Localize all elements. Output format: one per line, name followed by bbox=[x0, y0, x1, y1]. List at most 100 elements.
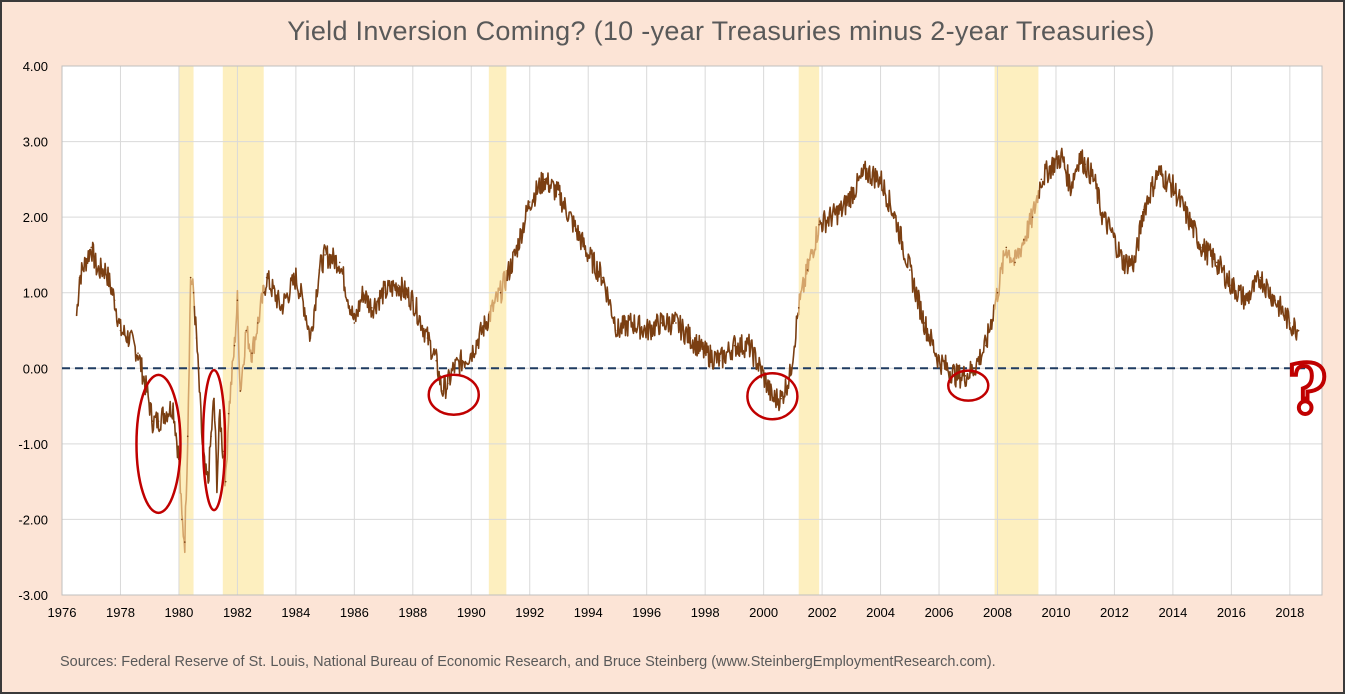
x-tick-label: 1990 bbox=[457, 605, 486, 620]
data-point bbox=[145, 390, 148, 392]
data-point bbox=[181, 518, 183, 521]
x-tick-label: 2002 bbox=[808, 605, 837, 620]
x-tick-label: 2012 bbox=[1100, 605, 1129, 620]
data-point bbox=[172, 405, 174, 407]
x-tick-label: 1976 bbox=[48, 605, 77, 620]
data-point bbox=[447, 382, 449, 385]
data-point bbox=[806, 269, 809, 271]
x-tick-label: 1998 bbox=[691, 605, 720, 620]
data-point bbox=[137, 352, 139, 354]
data-point bbox=[1084, 163, 1087, 166]
data-point bbox=[1186, 216, 1189, 218]
recession-band bbox=[488, 66, 507, 595]
data-point bbox=[265, 276, 268, 279]
data-point bbox=[1230, 284, 1233, 286]
data-point bbox=[262, 291, 265, 294]
y-tick-label: -3.00 bbox=[18, 588, 48, 603]
data-point bbox=[865, 171, 867, 173]
recession-band bbox=[798, 66, 820, 595]
data-point bbox=[1069, 186, 1072, 188]
data-point bbox=[441, 390, 443, 392]
x-tick-label: 2000 bbox=[749, 605, 778, 620]
data-point bbox=[183, 541, 186, 543]
annotation-ellipse bbox=[947, 369, 990, 402]
annotation-ellipse bbox=[427, 373, 480, 416]
series-line bbox=[178, 278, 196, 554]
data-point bbox=[894, 216, 896, 218]
data-point bbox=[543, 178, 546, 181]
x-tick-label: 1984 bbox=[281, 605, 310, 620]
data-point bbox=[748, 344, 750, 347]
data-point bbox=[338, 261, 341, 264]
data-point bbox=[236, 299, 239, 302]
data-point bbox=[938, 359, 940, 362]
data-point bbox=[318, 269, 321, 271]
x-tick-label: 1992 bbox=[515, 605, 544, 620]
recession-band bbox=[178, 66, 194, 595]
data-point bbox=[660, 322, 663, 324]
data-point bbox=[1172, 186, 1174, 188]
data-point bbox=[1031, 216, 1034, 218]
data-point bbox=[1040, 178, 1043, 181]
data-point bbox=[850, 193, 853, 196]
data-point bbox=[841, 208, 844, 211]
x-tick-label: 2008 bbox=[983, 605, 1012, 620]
chart-title: Yield Inversion Coming? (10 -year Treasu… bbox=[287, 16, 1155, 46]
data-point bbox=[371, 307, 373, 309]
data-point bbox=[587, 254, 590, 256]
data-point bbox=[157, 420, 160, 422]
x-tick-label: 2018 bbox=[1275, 605, 1304, 620]
series-line bbox=[1038, 147, 1300, 341]
data-point bbox=[1014, 261, 1016, 264]
series-line bbox=[263, 244, 490, 400]
x-tick-label: 2010 bbox=[1042, 605, 1071, 620]
data-point bbox=[210, 435, 212, 438]
x-tick-label: 1980 bbox=[164, 605, 193, 620]
data-point bbox=[198, 390, 201, 392]
data-point bbox=[192, 291, 195, 294]
data-point bbox=[1259, 276, 1262, 279]
y-tick-label: 2.00 bbox=[23, 210, 48, 225]
data-point bbox=[1078, 155, 1081, 158]
data-point bbox=[908, 269, 911, 271]
x-tick-label: 1996 bbox=[632, 605, 661, 620]
x-tick-label: 1986 bbox=[340, 605, 369, 620]
annotation-ellipse bbox=[746, 371, 799, 421]
data-point bbox=[470, 352, 473, 354]
data-point bbox=[514, 254, 516, 256]
x-tick-label: 1988 bbox=[398, 605, 427, 620]
data-point bbox=[771, 397, 774, 400]
series-line bbox=[488, 269, 508, 323]
data-point bbox=[426, 337, 429, 339]
data-point bbox=[1101, 216, 1104, 218]
source-note: Sources: Federal Reserve of St. Louis, N… bbox=[60, 654, 996, 670]
y-tick-label: -2.00 bbox=[18, 512, 48, 527]
x-tick-label: 1978 bbox=[106, 605, 135, 620]
data-point bbox=[528, 201, 531, 203]
data-point bbox=[704, 352, 706, 354]
annotation-ellipse bbox=[135, 373, 182, 515]
data-point bbox=[128, 337, 131, 339]
data-point bbox=[189, 276, 192, 279]
data-point bbox=[221, 450, 224, 453]
data-point bbox=[789, 375, 791, 377]
data-point bbox=[96, 269, 98, 271]
data-point bbox=[797, 307, 800, 309]
data-point bbox=[239, 390, 242, 392]
data-point bbox=[251, 352, 253, 354]
y-tick-label: 0.00 bbox=[23, 361, 48, 376]
x-tick-label: 1994 bbox=[574, 605, 603, 620]
y-tick-label: 3.00 bbox=[23, 135, 48, 150]
data-point bbox=[1201, 246, 1203, 249]
data-point bbox=[631, 322, 633, 324]
data-point bbox=[113, 299, 116, 302]
data-point bbox=[1005, 246, 1008, 249]
data-point bbox=[1274, 299, 1277, 302]
data-point bbox=[996, 291, 999, 294]
data-point bbox=[602, 276, 604, 279]
data-point bbox=[257, 322, 259, 324]
data-point bbox=[616, 329, 619, 332]
data-point bbox=[689, 337, 692, 339]
data-point bbox=[382, 291, 385, 294]
